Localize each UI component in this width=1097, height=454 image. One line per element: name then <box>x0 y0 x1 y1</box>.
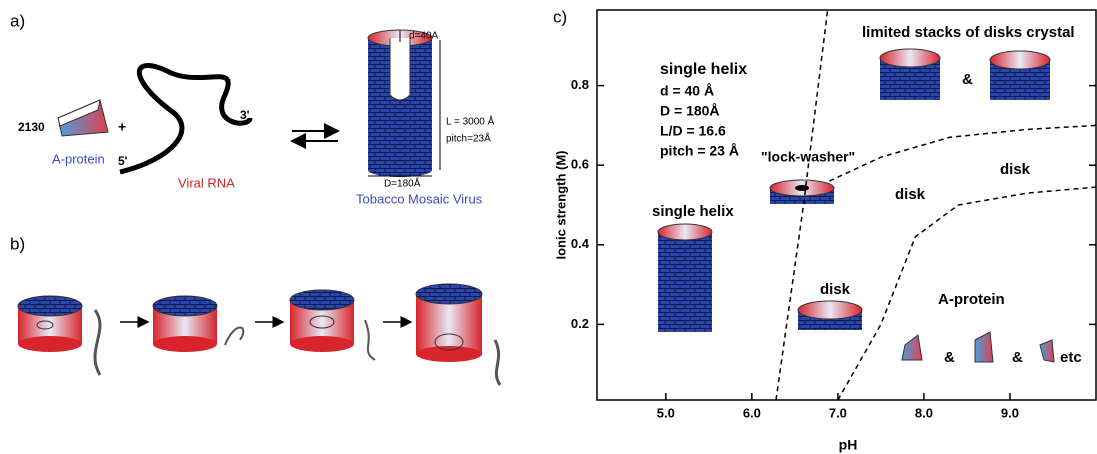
annotation: disk <box>1000 161 1031 178</box>
annotation: & <box>944 349 955 366</box>
disk <box>797 300 863 320</box>
helix <box>658 232 712 332</box>
y-tick-label: 0.6 <box>571 157 589 172</box>
annotation: & <box>1012 349 1023 366</box>
panel-label: c) <box>553 7 567 26</box>
disk <box>153 336 217 352</box>
annotation: etc <box>1060 349 1082 366</box>
plus: + <box>118 119 126 135</box>
disk-stage <box>17 283 502 386</box>
disk-stack <box>879 48 941 68</box>
plot-frame <box>596 9 1097 401</box>
panel-label: b) <box>10 234 25 253</box>
rna <box>364 319 376 361</box>
outer-diameter: D=180Å <box>384 177 421 190</box>
protein-label: A-protein <box>52 151 105 166</box>
annotation: single helix <box>652 203 734 220</box>
annotation: D = 180Å <box>660 103 720 119</box>
rna <box>224 326 245 346</box>
virus-base <box>368 163 432 177</box>
annotation: "lock-washer" <box>761 149 855 165</box>
virus-channel <box>389 38 411 101</box>
disk-stack <box>989 50 1051 70</box>
inner-diameter: d=40A <box>409 31 439 42</box>
panel-label: a) <box>10 11 25 30</box>
viral-rna <box>119 63 253 175</box>
annotation: d = 40 Å <box>660 83 714 99</box>
disk <box>290 336 354 352</box>
protein-oligomer <box>901 334 923 361</box>
y-tick-label: 0.8 <box>571 77 589 92</box>
x-tick-label: 9.0 <box>1001 405 1019 420</box>
rna-end: 5' <box>118 154 128 168</box>
disk <box>416 346 482 362</box>
lock-washer <box>795 185 809 191</box>
annotation: pitch = 23 Å <box>660 143 739 159</box>
rna <box>93 309 102 376</box>
rna <box>36 320 54 330</box>
annotation: single helix <box>660 61 747 78</box>
annotation: limited stacks of disks crystal <box>862 24 1075 41</box>
annotation: disk <box>895 186 926 203</box>
protein-wedge-top <box>57 99 101 127</box>
rna <box>493 339 502 386</box>
x-tick-label: 5.0 <box>657 405 675 420</box>
disk <box>18 336 82 352</box>
panel-c: c) pH Ionic strength (M) <box>553 7 1097 453</box>
phase-boundary <box>837 186 1097 401</box>
phase-boundary <box>775 9 829 401</box>
protein-oligomer <box>1039 339 1055 363</box>
y-tick-label: 0.2 <box>571 316 589 331</box>
rna-label: Viral RNA <box>178 175 235 190</box>
count: 2130 <box>18 120 45 134</box>
panel-b: b) <box>10 234 502 386</box>
annotation: L/D = 16.6 <box>660 123 726 139</box>
annotation: & <box>962 71 973 88</box>
disk <box>17 295 83 317</box>
x-tick-label: 6.0 <box>743 405 761 420</box>
protein-oligomer <box>974 331 994 363</box>
pitch: pitch=23Å <box>446 132 491 145</box>
helix <box>657 223 713 241</box>
illustrations <box>657 48 1055 363</box>
rna-end: 3' <box>240 108 250 122</box>
annotation: A-protein <box>938 291 1005 308</box>
annotation: disk <box>820 281 851 298</box>
panel-a: a) 2130 + A-protein 5' 3' Viral RNA d=40… <box>10 11 495 206</box>
length: L = 3000 Å <box>446 115 495 128</box>
virus-label: Tobacco Mosaic Virus <box>356 191 483 206</box>
phase-boundary <box>828 124 1097 182</box>
rna <box>309 315 335 329</box>
disk <box>415 283 483 305</box>
rna <box>434 333 464 351</box>
x-tick-label: 7.0 <box>829 405 847 420</box>
y-tick-label: 0.4 <box>571 236 590 251</box>
y-axis-label: Ionic strength (M) <box>553 150 568 259</box>
disk <box>152 295 218 317</box>
disk <box>289 289 355 311</box>
x-axis-label: pH <box>839 437 858 453</box>
x-tick-label: 8.0 <box>915 405 933 420</box>
